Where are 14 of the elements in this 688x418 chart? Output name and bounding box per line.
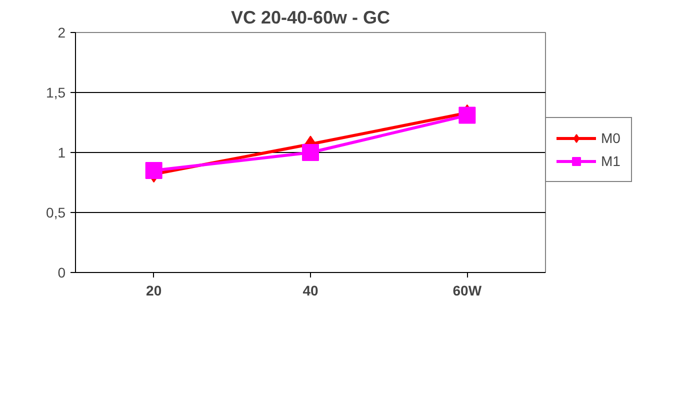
legend-label: M1 bbox=[601, 153, 621, 169]
x-tick-label: 60W bbox=[452, 282, 482, 298]
legend-label: M0 bbox=[601, 130, 621, 146]
point bbox=[145, 162, 162, 179]
y-tick-label: 2 bbox=[58, 24, 66, 40]
y-tick-label: 1 bbox=[58, 144, 66, 160]
point bbox=[458, 106, 476, 124]
y-tick-label: 0 bbox=[58, 264, 66, 280]
y-tick-label: 1,5 bbox=[46, 84, 66, 100]
point bbox=[302, 144, 319, 161]
x-tick-label: 40 bbox=[302, 282, 318, 298]
y-tick-label: 0,5 bbox=[46, 204, 66, 220]
chart-title: VC 20-40-60w - GC bbox=[230, 8, 390, 28]
x-tick-label: 20 bbox=[146, 282, 162, 298]
